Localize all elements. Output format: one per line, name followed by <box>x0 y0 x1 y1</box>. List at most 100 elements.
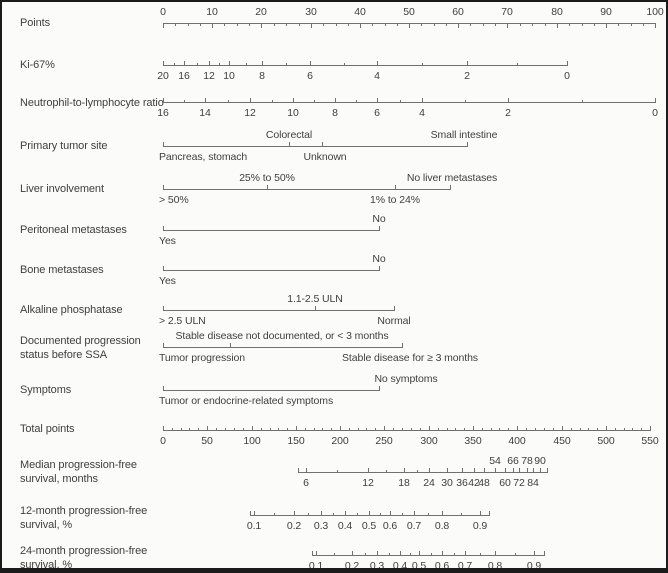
pfs-12-month-tick-label: 0.7 <box>406 520 422 532</box>
ki67-tick <box>184 61 185 65</box>
pfs-12-month-minor-tick <box>380 513 381 515</box>
pfs-12-month-tick <box>250 511 251 515</box>
progression-status-tick-label: Stable disease not documented, or < 3 mo… <box>175 330 389 342</box>
ki67-minor-tick <box>517 63 518 65</box>
total-points-tick-label: 450 <box>553 435 571 447</box>
total-points-minor-tick <box>447 428 448 430</box>
total-points-minor-tick <box>189 428 190 430</box>
nlr-minor-tick <box>400 100 401 102</box>
nlr-tick <box>293 98 294 102</box>
pfs-12-month-minor-tick <box>428 513 429 515</box>
median-pfs-tick <box>474 468 475 472</box>
points-minor-tick <box>582 24 583 26</box>
points-tick <box>212 24 213 28</box>
median-pfs-minor-tick <box>417 470 418 472</box>
symptoms-axis <box>163 390 380 391</box>
total-points-minor-tick <box>358 428 359 430</box>
median-pfs-tick <box>540 468 541 472</box>
total-points-minor-tick <box>216 428 217 430</box>
total-points-tick-label: 100 <box>243 435 261 447</box>
total-points-minor-tick <box>615 428 616 430</box>
total-points-tick-label: 400 <box>508 435 526 447</box>
ki67-minor-tick <box>174 63 175 65</box>
total-points-minor-tick <box>198 428 199 430</box>
pfs-24-month-minor-tick <box>334 553 335 555</box>
total-points-minor-tick <box>287 428 288 430</box>
alkaline-phosphatase-tick-label: 1.1-2.5 ULN <box>287 293 343 305</box>
liver-involvement-tick-label: > 50% <box>159 194 189 206</box>
total-points-minor-tick <box>535 428 536 430</box>
symptoms-tick <box>379 386 380 390</box>
points-minor-tick <box>274 24 275 26</box>
points-minor-tick <box>594 24 595 26</box>
points-minor-tick <box>434 24 435 26</box>
pfs-12-month-tick-label: 0.1 <box>246 520 262 532</box>
total-points-tick <box>296 426 297 430</box>
nlr-row-label: Neutrophil-to-lymphocyte ratio <box>20 97 164 109</box>
bone-metastases-row-label: Bone metastases <box>20 264 104 276</box>
ki67-tick-label: 0 <box>564 70 570 82</box>
liver-involvement-tick <box>395 185 396 189</box>
points-minor-tick <box>631 24 632 26</box>
pfs-12-month-minor-tick <box>308 513 309 515</box>
pfs-24-month-tick <box>377 551 378 555</box>
points-tick <box>163 24 164 28</box>
progression-status-row-label: Documented progression status before SSA <box>20 335 141 361</box>
median-pfs-axis <box>298 472 548 473</box>
points-tick-label: 20 <box>255 6 267 18</box>
pfs-24-month-tick <box>400 551 401 555</box>
median-pfs-tick-label: 60 <box>499 477 511 489</box>
primary-tumor-site-tick-label: Pancreas, stomach <box>159 151 248 163</box>
pfs-12-month-tick <box>294 511 295 515</box>
pfs-12-month-tick <box>254 511 255 515</box>
points-tick <box>311 24 312 28</box>
total-points-minor-tick <box>234 428 235 430</box>
median-pfs-tick-label: 36 <box>456 477 468 489</box>
alkaline-phosphatase-row-label: Alkaline phosphatase <box>20 304 123 316</box>
pfs-24-month-row-label: 24-month progression-free survival, % <box>20 545 148 571</box>
pfs-24-month-tick <box>312 551 313 555</box>
total-points-minor-tick <box>455 428 456 430</box>
pfs-12-month-tick <box>345 511 346 515</box>
nlr-minor-tick <box>582 100 583 102</box>
points-tick <box>360 24 361 28</box>
nlr-tick <box>655 98 656 102</box>
peritoneal-metastases-tick-label: No <box>372 213 386 225</box>
median-pfs-tick <box>447 468 448 472</box>
total-points-row-label: Total points <box>20 423 75 435</box>
points-tick <box>409 24 410 28</box>
total-points-tick <box>650 426 651 430</box>
total-points-minor-tick <box>571 428 572 430</box>
bone-metastases-axis <box>163 270 380 271</box>
ki67-minor-tick <box>344 63 345 65</box>
total-points-minor-tick <box>624 428 625 430</box>
total-points-minor-tick <box>641 428 642 430</box>
median-pfs-tick-label: 18 <box>398 477 410 489</box>
pfs-12-month-minor-tick <box>461 513 462 515</box>
total-points-tick-label: 200 <box>331 435 349 447</box>
pfs-12-month-minor-tick <box>402 513 403 515</box>
liver-involvement-tick-label: 25% to 50% <box>239 172 295 184</box>
total-points-minor-tick <box>553 428 554 430</box>
points-minor-tick <box>643 24 644 26</box>
pfs-12-month-tick <box>414 511 415 515</box>
bone-metastases-tick <box>163 266 164 270</box>
points-tick-label: 60 <box>452 6 464 18</box>
nlr-minor-tick <box>314 100 315 102</box>
total-points-minor-tick <box>438 428 439 430</box>
alkaline-phosphatase-axis <box>163 310 395 311</box>
ki67-tick <box>377 61 378 65</box>
points-minor-tick <box>483 24 484 26</box>
median-pfs-tick <box>519 468 520 472</box>
nlr-tick-label: 4 <box>419 107 425 119</box>
median-pfs-minor-tick <box>386 470 387 472</box>
pfs-24-month-tick <box>544 551 545 555</box>
points-tick <box>261 24 262 28</box>
points-minor-tick <box>545 24 546 26</box>
nlr-tick-label: 12 <box>244 107 256 119</box>
pfs-12-month-tick-label: 0.4 <box>337 520 353 532</box>
pfs-12-month-tick <box>480 511 481 515</box>
pfs-24-month-minor-tick <box>515 553 516 555</box>
total-points-minor-tick <box>402 428 403 430</box>
points-minor-tick <box>569 24 570 26</box>
